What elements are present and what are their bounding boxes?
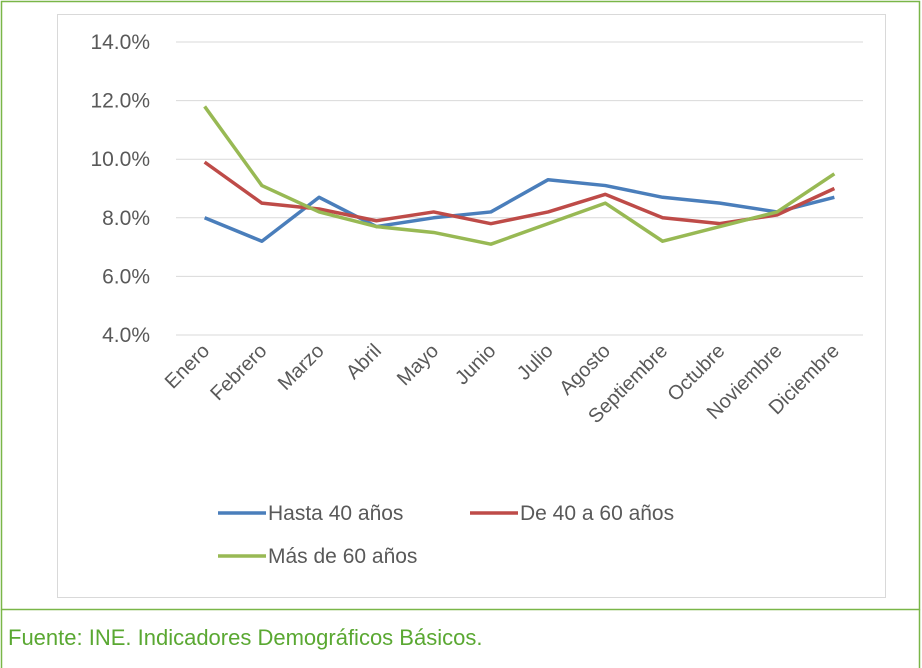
legend-label: De 40 a 60 años bbox=[520, 502, 674, 525]
chart-frame bbox=[57, 14, 886, 598]
y-tick-label: 8.0% bbox=[102, 207, 150, 230]
y-tick-label: 6.0% bbox=[102, 265, 150, 288]
series-line bbox=[203, 177, 835, 243]
outer-frame bbox=[0, 0, 921, 611]
source-note: Fuente: INE. Indicadores Demográficos Bá… bbox=[8, 625, 482, 650]
y-tick-label: 4.0% bbox=[102, 324, 150, 347]
y-tick-label: 12.0% bbox=[90, 90, 150, 113]
y-tick-label: 10.0% bbox=[90, 148, 150, 171]
y-tick-label: 14.0% bbox=[90, 31, 150, 54]
series-line bbox=[203, 105, 836, 246]
legend-label: Hasta 40 años bbox=[268, 502, 403, 525]
legend-label: Más de 60 años bbox=[268, 545, 417, 568]
